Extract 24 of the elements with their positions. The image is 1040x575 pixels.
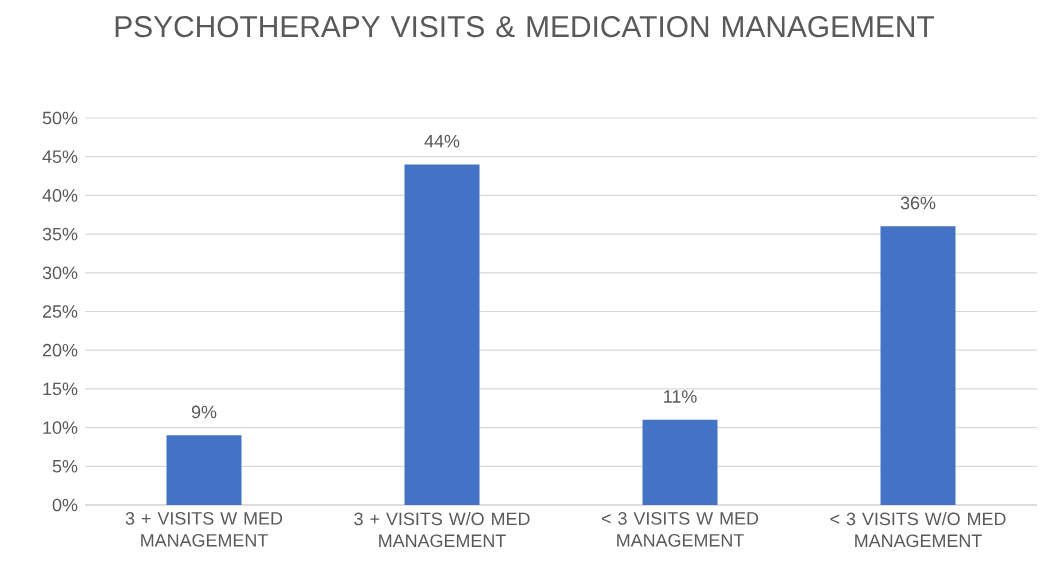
y-tick-label: 40% — [42, 189, 78, 202]
bar — [166, 435, 242, 505]
data-label: 11% — [664, 390, 697, 403]
y-tick-label: 30% — [42, 266, 78, 280]
chart-title: PSYCHOTHERAPY VISITS & MEDICATION MANAGEMENT — [115, 16, 935, 38]
bar — [642, 419, 718, 505]
y-tick-label: 10% — [43, 421, 78, 434]
x-tick-label: 3 + VISITS W/O MED MANAGEMENT — [354, 512, 530, 548]
bar — [404, 164, 480, 505]
y-tick-label: 20% — [42, 343, 78, 357]
x-tick-label: < 3 VISITS W/O MED MANAGEMENT — [830, 512, 1006, 548]
y-tick-label: 5% — [52, 460, 78, 473]
data-label: 36% — [900, 196, 936, 210]
y-tick-label: 0% — [52, 498, 78, 512]
y-tick-label: 25% — [42, 305, 78, 318]
y-tick-label: 15% — [43, 382, 78, 396]
bar — [880, 226, 956, 505]
x-tick-label: 3 + VISITS W MED MANAGEMENT — [125, 512, 283, 547]
data-label: 44% — [424, 134, 460, 148]
y-tick-label: 35% — [42, 227, 78, 241]
x-tick-label: < 3 VISITS W MED MANAGEMENT — [601, 512, 759, 547]
y-tick-label: 45% — [42, 150, 78, 164]
y-tick-label: 50% — [42, 111, 78, 125]
data-label: 9% — [191, 405, 217, 419]
